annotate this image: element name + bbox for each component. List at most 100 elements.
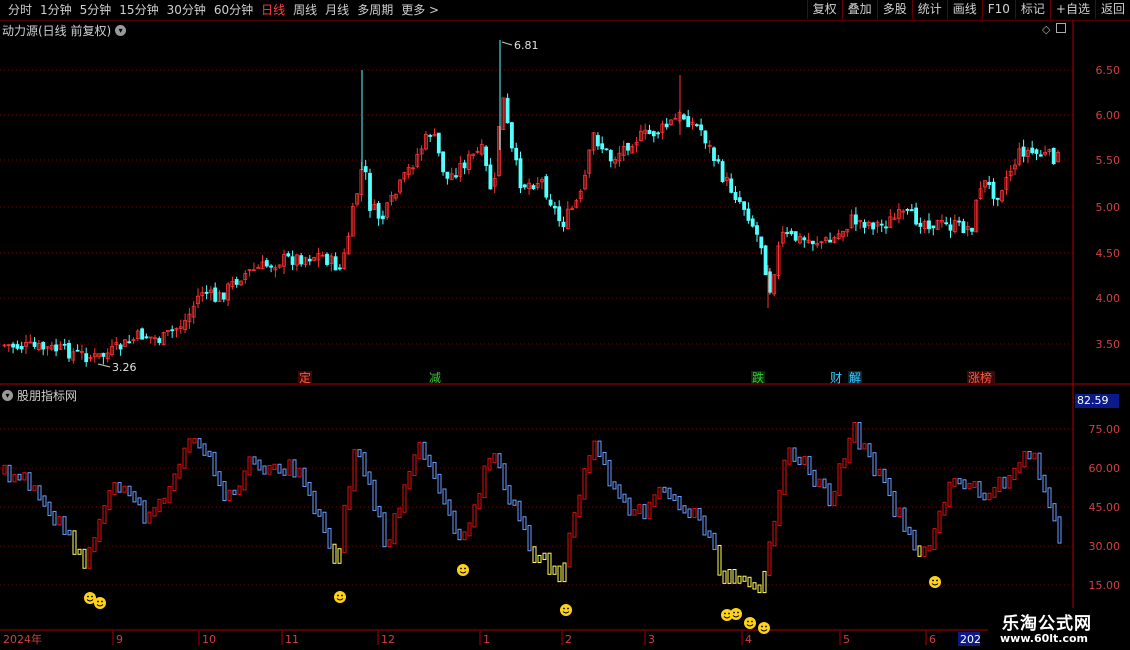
candle-body bbox=[596, 135, 600, 147]
candle-body bbox=[570, 208, 574, 211]
tab-monthly[interactable]: 月线 bbox=[325, 3, 350, 17]
tab-30min[interactable]: 30分钟 bbox=[166, 3, 206, 17]
indicator-bar bbox=[857, 422, 862, 450]
draw-line-button[interactable]: 画线 bbox=[946, 0, 982, 19]
add-watchlist-button[interactable]: +自选 bbox=[1049, 0, 1095, 19]
indicator-bar bbox=[1007, 474, 1012, 489]
indicator-tick: 30.00 bbox=[1089, 540, 1121, 553]
candle-body bbox=[608, 150, 613, 162]
indicator-bar bbox=[307, 482, 312, 496]
indicator-bar bbox=[392, 513, 397, 545]
candle-body bbox=[561, 221, 566, 228]
candle-body bbox=[836, 233, 841, 239]
mark-button[interactable]: 标记 bbox=[1014, 0, 1050, 19]
indicator-bar bbox=[1037, 452, 1042, 480]
toolbar-right-buttons: 复权 叠加 多股 统计 画线 F10 标记 +自选 返回 bbox=[806, 0, 1130, 19]
indicator-bar bbox=[937, 510, 942, 534]
tab-1min[interactable]: 1分钟 bbox=[40, 3, 72, 17]
indicator-bar bbox=[907, 526, 912, 535]
indicator-tick: 60.00 bbox=[1089, 462, 1121, 475]
indicator-bar bbox=[992, 486, 997, 498]
candle-body bbox=[914, 207, 918, 225]
candle-body bbox=[621, 145, 626, 156]
indicator-bar bbox=[312, 490, 317, 515]
indicator-bar bbox=[647, 501, 652, 520]
indicator-bar bbox=[657, 486, 662, 500]
stock-title: 动力源(日线 前复权) bbox=[2, 24, 112, 38]
candle-body bbox=[316, 253, 321, 261]
indicator-bar bbox=[317, 509, 322, 517]
tab-daily[interactable]: 日线 bbox=[261, 3, 286, 17]
tab-multi-period[interactable]: 多周期 bbox=[357, 3, 394, 17]
watermark-name: 乐淘公式网 bbox=[1002, 614, 1092, 634]
indicator-bar bbox=[17, 473, 22, 481]
indicator-bar bbox=[537, 554, 542, 563]
event-label: 减 bbox=[429, 371, 441, 385]
indicator-bar bbox=[232, 489, 237, 496]
chevron-down-icon[interactable]: ▾ bbox=[2, 390, 13, 401]
restore-rights-button[interactable]: 复权 bbox=[806, 0, 842, 19]
candle-body bbox=[574, 200, 579, 208]
indicator-bar bbox=[677, 496, 682, 511]
tab-more[interactable]: 更多 > bbox=[401, 3, 440, 17]
tab-15min[interactable]: 15分钟 bbox=[119, 3, 159, 17]
window-toggle-icon[interactable] bbox=[1056, 23, 1067, 33]
candle-body bbox=[183, 320, 188, 331]
candle-body bbox=[282, 254, 286, 267]
indicator-bar bbox=[92, 537, 97, 553]
back-button[interactable]: 返回 bbox=[1094, 0, 1130, 19]
statistics-button[interactable]: 统计 bbox=[911, 0, 947, 19]
candle-body bbox=[376, 203, 381, 219]
chevron-down-icon[interactable]: ▾ bbox=[115, 25, 127, 36]
watermark-box bbox=[988, 608, 1130, 650]
indicator-bar bbox=[932, 528, 937, 551]
indicator-bar bbox=[852, 422, 857, 443]
candle-body bbox=[544, 176, 549, 198]
indicator-bar bbox=[517, 500, 522, 522]
tab-fenshi[interactable]: 分时 bbox=[8, 3, 33, 17]
multi-stock-button[interactable]: 多股 bbox=[876, 0, 912, 19]
candle-body bbox=[553, 205, 557, 209]
indicator-bar bbox=[967, 482, 972, 490]
candle-body bbox=[342, 252, 347, 269]
indicator-bar bbox=[912, 529, 917, 551]
tab-weekly[interactable]: 周线 bbox=[293, 3, 318, 17]
period-tabs: 分时 1分钟 5分钟 15分钟 30分钟 60分钟 日线 周线 月线 多周期 更… bbox=[4, 2, 443, 18]
candle-body bbox=[428, 135, 433, 137]
candle-body bbox=[686, 116, 691, 128]
indicator-bar bbox=[567, 532, 572, 568]
candle-body bbox=[243, 272, 248, 280]
indicator-bar bbox=[42, 495, 47, 507]
indicator-bar bbox=[432, 461, 437, 479]
top-toolbar: 分时 1分钟 5分钟 15分钟 30分钟 60分钟 日线 周线 月线 多周期 更… bbox=[0, 0, 1130, 21]
indicator-bar bbox=[227, 489, 232, 502]
overlay-button[interactable]: 叠加 bbox=[841, 0, 877, 19]
candle-body bbox=[157, 338, 162, 343]
candle-body bbox=[135, 330, 140, 339]
candle-body bbox=[350, 206, 355, 237]
candle-body bbox=[294, 254, 299, 266]
candle-body bbox=[49, 345, 54, 350]
candle-body bbox=[251, 269, 256, 272]
candle-body bbox=[62, 343, 67, 346]
f10-button[interactable]: F10 bbox=[981, 0, 1015, 19]
tab-60min[interactable]: 60分钟 bbox=[213, 3, 254, 17]
indicator-bar bbox=[292, 459, 297, 478]
candle-body bbox=[1030, 147, 1035, 154]
event-label: 解 bbox=[849, 371, 861, 385]
indicator-bar bbox=[597, 440, 602, 457]
indicator-bar bbox=[47, 501, 52, 516]
candle-body bbox=[918, 222, 923, 227]
indicator-bar bbox=[452, 510, 457, 534]
candle-body bbox=[583, 174, 587, 190]
candle-body bbox=[71, 351, 76, 361]
indicator-bar bbox=[837, 463, 842, 496]
indicator-bar bbox=[512, 499, 517, 506]
indicator-bar bbox=[902, 507, 907, 532]
indicator-bar bbox=[712, 532, 717, 550]
indicator-bar bbox=[257, 459, 262, 471]
date-axis: 2024年 9 10 11 12 1 2 3 4 5 6 202 bbox=[3, 631, 981, 646]
tab-5min[interactable]: 5分钟 bbox=[79, 3, 112, 17]
diamond-icon[interactable]: ◇ bbox=[1042, 23, 1051, 36]
candle-body bbox=[815, 243, 820, 246]
